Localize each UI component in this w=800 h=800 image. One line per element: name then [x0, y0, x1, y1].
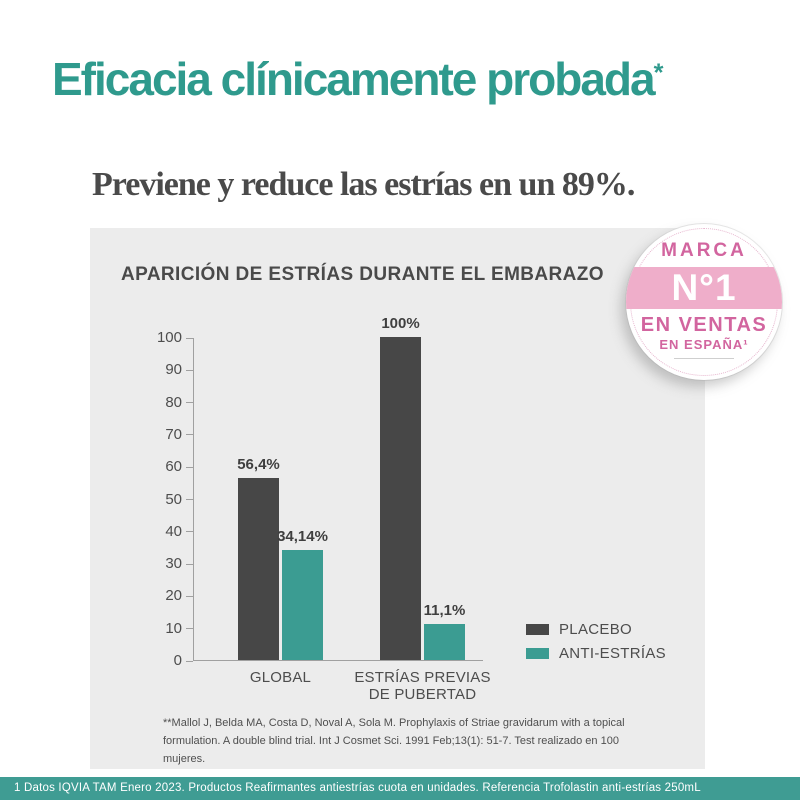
y-tick-10: [186, 628, 193, 630]
y-tick-80: [186, 402, 193, 404]
y-tick-50: [186, 499, 193, 500]
bar-value-label-anti-estr-as-estr-as-previas-de-pubertad: 11,1%: [423, 602, 466, 620]
bar-placebo-global: [238, 477, 279, 660]
y-tick-label-30: 30: [165, 555, 182, 573]
bar-anti-estr-as-estr-as-previas-de-pubertad: [424, 624, 465, 660]
bar-value-label-placebo-global: 56,4%: [237, 455, 280, 473]
bar-anti-estr-as-global: [282, 549, 323, 660]
y-tick-label-20: 20: [165, 587, 182, 605]
plot-area: 0 10 20 30 40 50 60 70 80 90 100 56,4% 100% 34,14% 11,…: [157, 315, 491, 703]
x-category-label-estr-as-previas-de-pubertad: ESTRÍAS PREVIAS DE PUBERTAD: [354, 669, 491, 703]
y-tick-label-40: 40: [165, 522, 182, 540]
badge-pink-band: N°1: [626, 267, 782, 309]
y-tick-70: [186, 434, 193, 436]
x-category-label-global: GLOBAL: [249, 669, 312, 686]
bar-placebo-estr-as-previas-de-pubertad: [380, 337, 421, 660]
page-subtitle: Previene y reduce las estrías en un 89%.: [92, 166, 635, 203]
badge-marca-text: MARCA: [661, 240, 747, 261]
chart-title: APARICIÓN DE ESTRÍAS DURANTE EL EMBARAZO: [121, 264, 604, 285]
legend-item-anti-estrias: ANTI-ESTRÍAS: [526, 645, 666, 662]
badge-divider-line: [674, 358, 734, 359]
legend-swatch-placebo: [526, 624, 549, 635]
bar-value-label-placebo-estr-as-previas-de-pubertad: 100%: [381, 315, 420, 332]
legend-label-anti-estrias: ANTI-ESTRÍAS: [559, 645, 666, 662]
legend-label-placebo: PLACEBO: [559, 621, 632, 638]
page-title: Eficacia clínicamente probada*: [52, 52, 663, 106]
badge-n1-text: N°1: [671, 267, 737, 308]
footer-bar: 1 Datos IQVIA TAM Enero 2023. Productos …: [0, 777, 800, 800]
y-tick-label-60: 60: [165, 458, 182, 476]
y-tick-60: [186, 466, 193, 468]
badge-en-ventas-text: EN VENTAS: [640, 314, 768, 336]
y-tick-40: [186, 531, 193, 533]
legend-item-placebo: PLACEBO: [526, 621, 666, 638]
footer-citation: 1 Datos IQVIA TAM Enero 2023. Productos …: [14, 782, 701, 794]
y-tick-label-50: 50: [165, 490, 182, 508]
badge-marca-n1: MARCA N°1 EN VENTAS EN ESPAÑA¹: [626, 224, 782, 380]
y-tick-0: [186, 660, 193, 662]
page-title-text: Eficacia clínicamente probada: [52, 53, 656, 105]
y-tick-label-90: 90: [165, 361, 182, 379]
chart-panel: APARICIÓN DE ESTRÍAS DURANTE EL EMBARAZO…: [90, 228, 705, 769]
y-tick-label-80: 80: [165, 393, 182, 411]
page-title-asterisk: *: [653, 59, 664, 87]
y-tick-label-10: 10: [165, 619, 182, 637]
y-tick-20: [186, 595, 193, 597]
y-tick-label-100: 100: [156, 329, 182, 346]
y-tick-90: [186, 369, 193, 371]
y-tick-label-0: 0: [173, 652, 182, 669]
chart-legend: PLACEBO ANTI-ESTRÍAS: [526, 621, 666, 669]
legend-swatch-anti-estrias: [526, 648, 549, 659]
study-footnote: **Mallol J, Belda MA, Costa D, Noval A, …: [163, 717, 625, 766]
y-tick-label-70: 70: [165, 425, 182, 443]
badge-en-espana-text: EN ESPAÑA¹: [659, 337, 749, 352]
y-tick-100: [186, 337, 193, 339]
bar-value-label-anti-estr-as-global: 34,14%: [277, 527, 328, 545]
y-tick-30: [186, 563, 193, 565]
